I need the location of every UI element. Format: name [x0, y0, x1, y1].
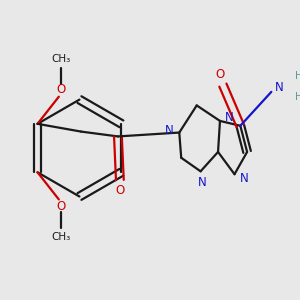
Text: O: O [56, 200, 65, 213]
Text: N: N [225, 111, 234, 124]
Text: H: H [295, 92, 300, 102]
Text: O: O [215, 68, 225, 81]
Text: N: N [275, 82, 284, 94]
Text: O: O [115, 184, 124, 197]
Text: CH₃: CH₃ [51, 232, 70, 242]
Text: N: N [240, 172, 249, 184]
Text: CH₃: CH₃ [51, 54, 70, 64]
Text: N: N [165, 124, 174, 137]
Text: H: H [295, 71, 300, 81]
Text: O: O [56, 83, 65, 96]
Text: N: N [198, 176, 207, 189]
